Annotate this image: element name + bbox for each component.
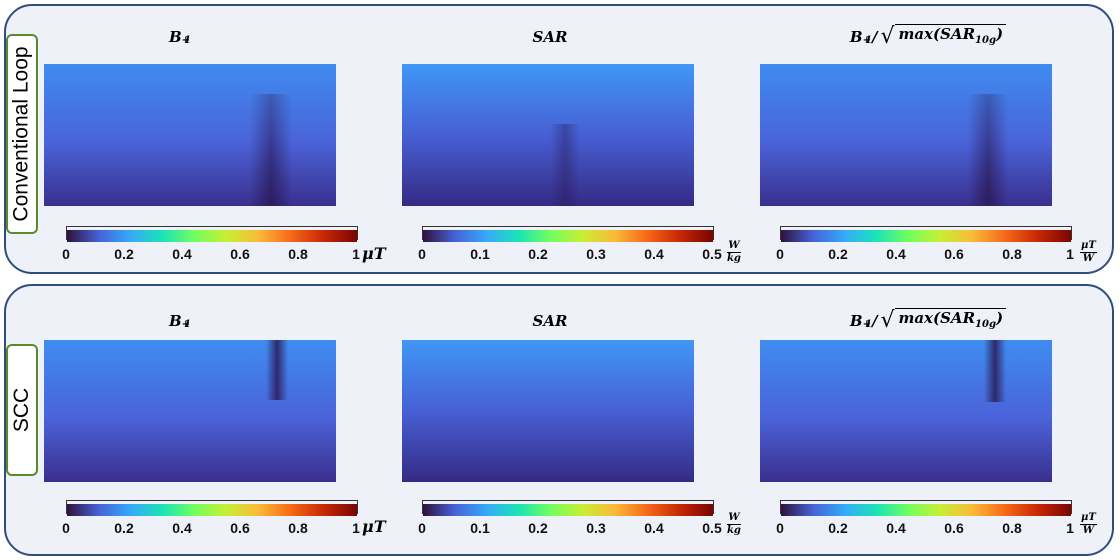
colorbar-tick-label: 0.4 [886,246,906,262]
title-b1: B +1 [168,312,192,330]
colorbar-tick-label: 1 [352,520,360,536]
colorbar-tick-label: 1 [352,246,360,262]
colorbar-tick-label: 0.2 [828,246,848,262]
colorbar-sar [422,500,714,516]
heatmap-b1-conventional [44,64,336,206]
colorbar-tick-label: 0.8 [1002,520,1022,536]
colorbar-tick-label: 0 [418,520,426,536]
colorbar-tick-label: 1 [1066,520,1074,536]
colorbar-tick-label: 0.2 [528,246,548,262]
colorbar-b1sar [780,226,1072,242]
colorbar-tick-label: 0.8 [288,520,308,536]
colorbar-tick-label: 0.6 [230,246,250,262]
colorbar-tick-label: 0.4 [172,520,192,536]
row-label-text: Conventional Loop [10,46,34,222]
colorbar-tick-label: 0.1 [470,520,490,536]
colorbar-b1 [66,226,358,242]
colorbar-tick-label: 1 [1066,246,1074,262]
colorbar-tick-label: 0.5 [702,246,722,262]
heatmap-b1-scc [44,340,336,482]
colorbar-tick-label: 0.8 [1002,246,1022,262]
title-sar: SAR [532,28,568,46]
colorbar-tick-label: 0.3 [586,246,606,262]
colorbar-tick-label: 0.8 [288,246,308,262]
heatmap-b1sar-conventional [760,64,1052,206]
colorbar-tick-label: 0.4 [886,520,906,536]
title-b1-over-sqrt-sar: B +1/√ max(SAR10g) [778,20,1078,48]
colorbar-tick-label: 0.1 [470,246,490,262]
title-sar: SAR [532,312,568,330]
unit-b1: μT [362,244,386,263]
colorbar-tick-label: 0.2 [114,246,134,262]
colorbar-sar [422,226,714,242]
colorbar-tick-label: 0.6 [944,246,964,262]
colorbar-tick-label: 0.2 [114,520,134,536]
title-b1: B +1 [168,28,192,46]
row-label-scc: SCC [6,344,38,476]
row-label-text: SCC [10,387,33,433]
colorbar-tick-label: 0 [62,520,70,536]
colorbar-tick-label: 0.3 [586,520,606,536]
title-b1-over-sqrt-sar: B +1/√ max(SAR10g) [778,304,1078,332]
colorbar-tick-label: 0.2 [528,520,548,536]
colorbar-tick-label: 0.5 [702,520,722,536]
row-label-conventional: Conventional Loop [6,34,38,234]
colorbar-tick-label: 0.4 [644,520,664,536]
colorbar-b1sar [780,500,1072,516]
heatmap-b1sar-scc [760,340,1052,482]
colorbar-tick-label: 0 [776,246,784,262]
colorbar-tick-label: 0 [776,520,784,536]
colorbar-tick-label: 0.6 [230,520,250,536]
colorbar-tick-label: 0.2 [828,520,848,536]
colorbar-tick-label: 0.4 [172,246,192,262]
unit-b1sar: μT W [1080,240,1097,264]
colorbar-tick-label: 0.6 [944,520,964,536]
heatmap-sar-scc [402,340,694,482]
colorbar-tick-label: 0 [62,246,70,262]
unit-b1: μT [362,517,386,536]
colorbar-tick-label: 0.4 [644,246,664,262]
colorbar-b1 [66,500,358,516]
heatmap-sar-conventional [402,64,694,206]
unit-b1sar: μT W [1080,512,1097,536]
colorbar-tick-label: 0 [418,246,426,262]
